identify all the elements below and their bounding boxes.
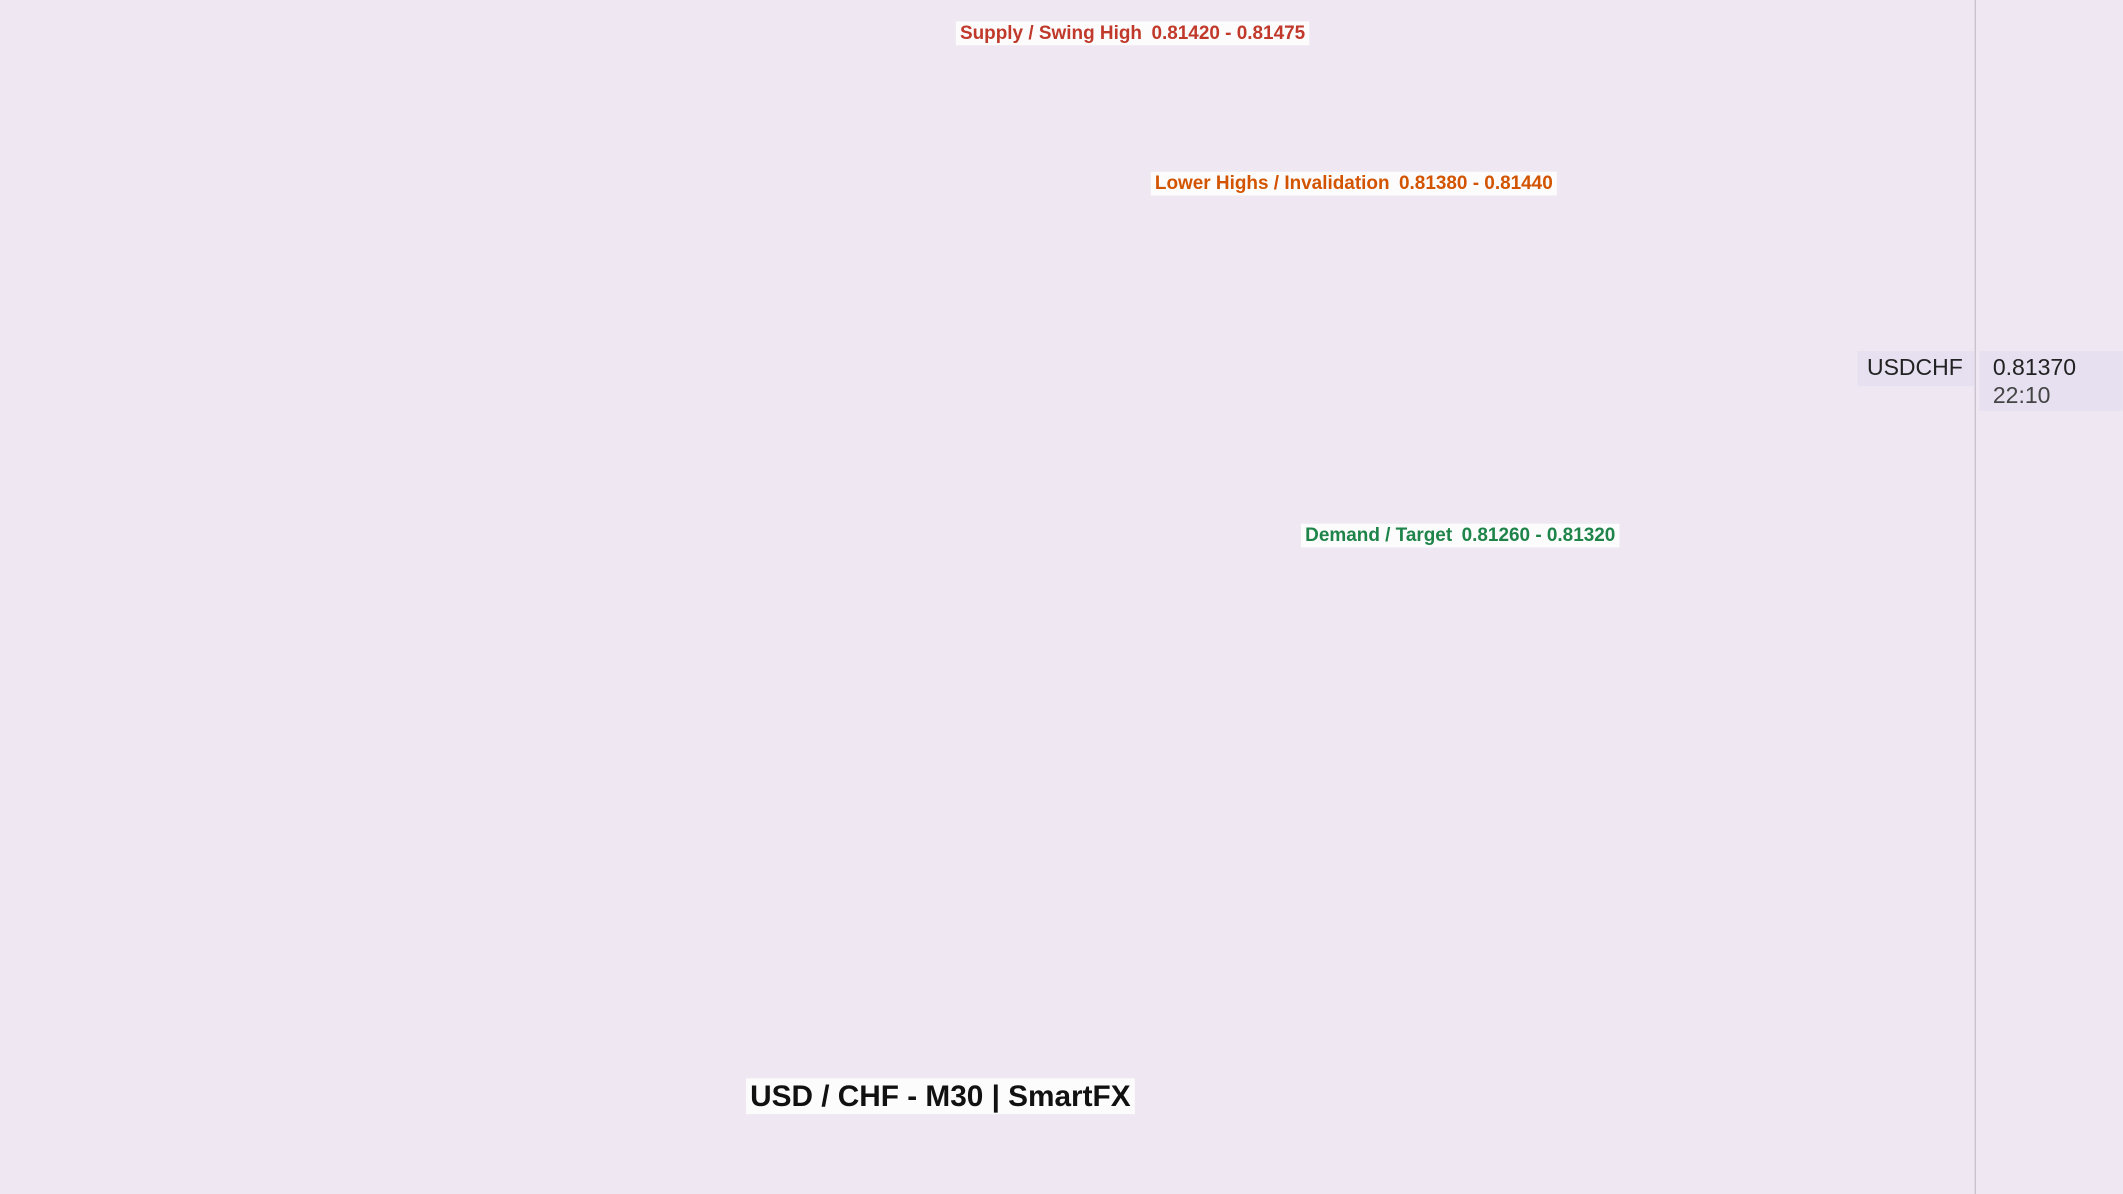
label-background: [1301, 523, 1620, 548]
zone-label-part: Lower Highs / Invalidation: [1155, 173, 1390, 194]
zone-label-part: 0.81260 - 0.81320: [1462, 525, 1616, 546]
label-background: [746, 1078, 1135, 1115]
last-price-label: 0.81370: [1993, 354, 2076, 380]
zone-label-part: Supply / Swing High: [960, 23, 1142, 44]
zone-label-part: 0.81380 - 0.81440: [1399, 173, 1553, 194]
zone-label: Demand / Target 0.81260 - 0.81320: [1305, 525, 1615, 546]
zone-label-group: Supply / Swing High 0.81420 - 0.81475: [955, 21, 1310, 46]
label-background: [1150, 171, 1557, 196]
label-background: [955, 21, 1310, 46]
price-tag-background: [1979, 351, 2123, 411]
zone-label: Lower Highs / Invalidation 0.81380 - 0.81…: [1155, 173, 1553, 194]
zone-label: Supply / Swing High 0.81420 - 0.81475: [960, 23, 1305, 44]
chart-title-group: USD / CHF - M30 | SmartFX: [746, 1078, 1135, 1115]
zone-label-part: Demand / Target: [1305, 525, 1453, 546]
chart-title-part: USD / CHF - M30 | SmartFX: [750, 1080, 1131, 1113]
symbol-tag-background: [1857, 351, 1974, 387]
zone-label-part: 0.81420 - 0.81475: [1151, 23, 1305, 44]
zone-label-group: Lower Highs / Invalidation 0.81380 - 0.81…: [1150, 171, 1557, 196]
countdown-label: 22:10: [1993, 382, 2051, 408]
symbol-tag: USDCHF: [1867, 354, 1963, 380]
chart-title: USD / CHF - M30 | SmartFX: [750, 1080, 1131, 1113]
zone-label-group: Demand / Target 0.81260 - 0.81320: [1301, 523, 1620, 548]
